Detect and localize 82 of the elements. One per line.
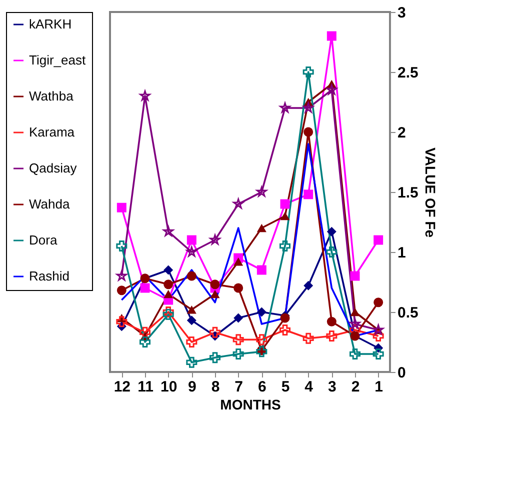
point: [140, 283, 150, 293]
x-tick-label: 1: [374, 378, 384, 396]
point: [304, 280, 314, 290]
point: [162, 308, 174, 320]
y-tick-label: 2.5: [398, 64, 418, 82]
x-tick-label: 3: [328, 378, 336, 396]
legend-label: Wahda: [29, 196, 70, 212]
x-tick-label: 4: [304, 378, 314, 396]
x-tick-label: 2: [351, 378, 360, 396]
x-tick-label: 9: [188, 378, 196, 396]
legend-label: Dora: [29, 232, 58, 248]
point: [210, 326, 220, 338]
point: [210, 352, 220, 364]
legend-label: kARKH: [29, 16, 72, 32]
y-axis-title: VALUE OF Fe: [422, 148, 438, 238]
x-axis-title: MONTHS: [220, 396, 281, 412]
point: [326, 316, 336, 326]
point: [140, 326, 150, 338]
point: [350, 308, 360, 316]
point: [256, 224, 266, 232]
point: [163, 226, 174, 236]
point: [234, 257, 244, 266]
point: [116, 240, 128, 252]
legend-label: Rashid: [29, 268, 70, 284]
point: [280, 240, 290, 252]
point: [374, 235, 384, 245]
x-tick-label: 8: [211, 378, 220, 396]
x-tick-label: 6: [258, 378, 266, 396]
legend-label: Tigir_east: [29, 52, 86, 68]
point: [280, 324, 290, 336]
y-tick-label: 1.5: [398, 184, 418, 202]
point: [232, 334, 244, 346]
point: [210, 280, 220, 290]
point: [234, 313, 244, 323]
point: [186, 305, 196, 314]
point: [304, 190, 314, 200]
legend-label: Karama: [29, 124, 76, 140]
y-tick-label: 3: [398, 4, 406, 22]
point: [326, 330, 338, 342]
point: [186, 271, 196, 281]
y-tick-label: 2: [398, 124, 406, 142]
point: [326, 31, 336, 41]
x-tick-label: 12: [114, 378, 131, 396]
point: [116, 202, 126, 212]
x-tick-label: 10: [160, 378, 178, 396]
point: [164, 265, 174, 275]
legend-label: Qadsiay: [29, 160, 78, 176]
point: [372, 348, 384, 360]
y-tick-label: 1: [398, 244, 406, 262]
point: [304, 127, 314, 137]
point: [326, 226, 336, 236]
point: [164, 280, 174, 290]
x-tick-label: 11: [138, 378, 154, 396]
point: [280, 313, 290, 323]
point: [186, 356, 198, 368]
point: [186, 235, 196, 245]
point: [256, 307, 266, 317]
y-tick-label: 0.5: [398, 304, 418, 322]
x-tick-label: 5: [281, 378, 290, 396]
point: [326, 246, 338, 258]
point: [350, 348, 360, 360]
point: [210, 290, 220, 298]
point: [350, 271, 360, 281]
point: [374, 298, 384, 308]
point: [256, 265, 266, 275]
legend-label: Wathba: [29, 88, 74, 104]
point: [280, 199, 290, 209]
point: [234, 283, 244, 293]
point: [162, 306, 174, 318]
point: [116, 286, 126, 296]
point: [140, 336, 150, 348]
x-tick-label: 7: [234, 378, 244, 396]
point: [280, 212, 290, 220]
point: [302, 332, 314, 344]
point: [116, 316, 128, 328]
point: [302, 66, 314, 78]
point: [186, 316, 196, 326]
point: [186, 336, 198, 348]
y-tick-label: 0: [398, 364, 406, 382]
point: [256, 334, 268, 346]
point: [164, 290, 174, 298]
point: [232, 348, 244, 360]
